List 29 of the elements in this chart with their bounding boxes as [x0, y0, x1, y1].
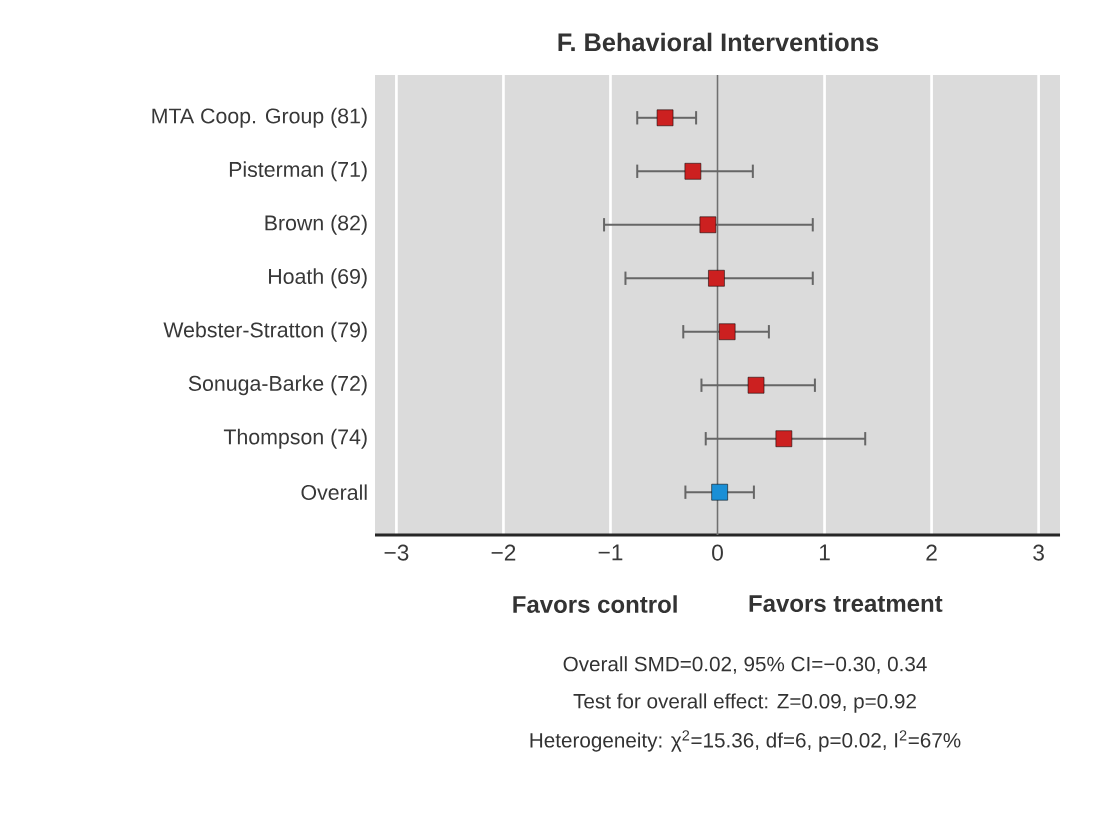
point: [684, 163, 702, 180]
point: [699, 216, 717, 234]
x-tick-label: −2: [491, 544, 516, 561]
point: [718, 323, 736, 341]
x-tick-label: −1: [598, 544, 623, 561]
y-tick-label: Pisterman (71): [229, 161, 367, 182]
y-tick-label: MTA Coop. Group (81): [152, 107, 367, 128]
text: Test for overall effect: Z=0.09, p=0.92: [573, 693, 916, 713]
text: Heterogeneity: χ$^{2}$=15.36, df=6, p=0.02, I$^{2}$=67%: [530, 730, 961, 752]
x-tick-label: 2: [926, 544, 937, 561]
y-tick-label: Brown (82): [265, 214, 367, 235]
x-tick-label: 1: [819, 544, 830, 561]
y-tick-label: Hoath (69): [269, 268, 367, 289]
text: Favors treatment: [749, 595, 943, 613]
point: [775, 430, 793, 447]
y-tick-label: Overall: [301, 484, 367, 501]
point: [656, 109, 674, 127]
point: [711, 483, 728, 501]
text: Favors control: [513, 595, 677, 613]
x-tick-label: 0: [712, 544, 723, 561]
y-tick-label: Webster-Stratton (79): [163, 321, 367, 342]
chart-title: F. Behavioral Interventions: [558, 32, 879, 52]
y-tick-label: Thompson (74): [223, 428, 367, 449]
x-tick-label: 3: [1033, 544, 1044, 561]
x-tick-label: −3: [384, 544, 409, 561]
point: [708, 269, 725, 287]
point: [747, 376, 765, 394]
text: Overall SMD=0.02, 95% CI=−0.30, 0.34: [563, 656, 927, 674]
y-tick-label: Sonuga-Barke (72): [188, 375, 367, 396]
